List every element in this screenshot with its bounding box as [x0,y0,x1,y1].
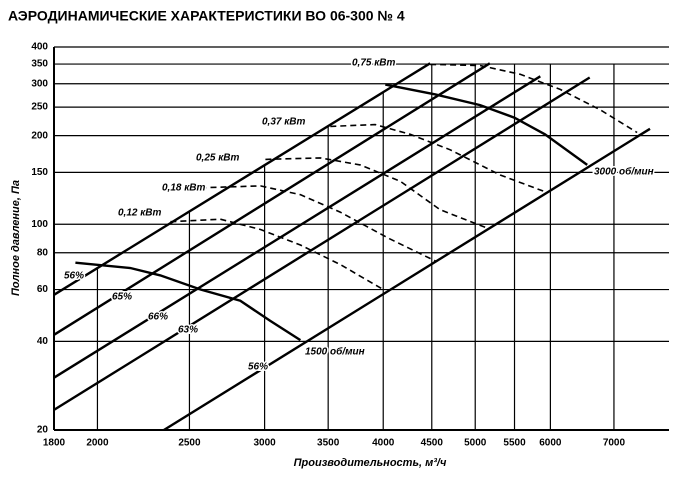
efficiency-label: 66% [148,312,168,323]
x-tick-label: 4000 [372,438,395,449]
system-line [53,76,591,411]
efficiency-label: 56% [248,362,268,373]
x-tick-label: 5000 [464,438,487,449]
curve-label: 0,12 кВт [118,208,162,219]
y-tick-label: 250 [31,102,48,113]
efficiency-label: 65% [112,292,132,303]
fan-curve [265,157,488,229]
x-tick-label: 5500 [503,438,526,449]
x-tick-label: 6000 [539,438,562,449]
y-tick-label: 400 [31,42,48,53]
y-tick-label: 20 [37,425,49,436]
curve-label: 3000 об/мин [594,166,654,178]
y-axis-label: Полное давление, Па [10,180,22,296]
x-tick-label: 2500 [178,438,201,449]
curve-label: 0,37 кВт [262,117,306,128]
x-tick-label: 4500 [421,438,444,449]
y-tick-label: 40 [37,336,49,347]
system-line [53,75,541,379]
x-tick-label: 7000 [603,438,626,449]
x-axis-label: Производительность, м³/ч [294,457,447,469]
y-tick-label: 200 [31,130,48,141]
y-tick-label: 150 [31,167,48,178]
fan-curve [385,83,588,166]
y-tick-label: 60 [37,284,49,295]
y-tick-label: 300 [31,78,48,89]
curve-label: 0,18 кВт [162,183,206,194]
fan-curve [330,123,546,193]
x-tick-label: 3500 [317,438,340,449]
fan-curve [75,261,302,342]
y-tick-label: 100 [31,219,48,230]
efficiency-label: 63% [178,325,198,336]
system-line [163,127,651,432]
fan-curve [200,185,436,262]
x-tick-label: 2000 [86,438,109,449]
system-line [53,62,431,296]
chart-title: АЭРОДИНАМИЧЕСКИЕ ХАРАКТЕРИСТИКИ ВО 06-30… [8,8,405,24]
system-line [53,62,491,336]
curve-label: 0,25 кВт [196,153,240,164]
y-tick-label: 350 [31,59,48,70]
curve-label: 0,75 кВт [352,58,396,69]
fan-curve [170,218,384,291]
curve-label: 1500 об/мин [305,346,365,358]
x-tick-label: 1800 [43,438,66,449]
x-tick-label: 3000 [253,438,276,449]
y-tick-label: 80 [37,247,49,258]
fan-curve [430,63,638,134]
efficiency-label: 56% [64,271,84,282]
